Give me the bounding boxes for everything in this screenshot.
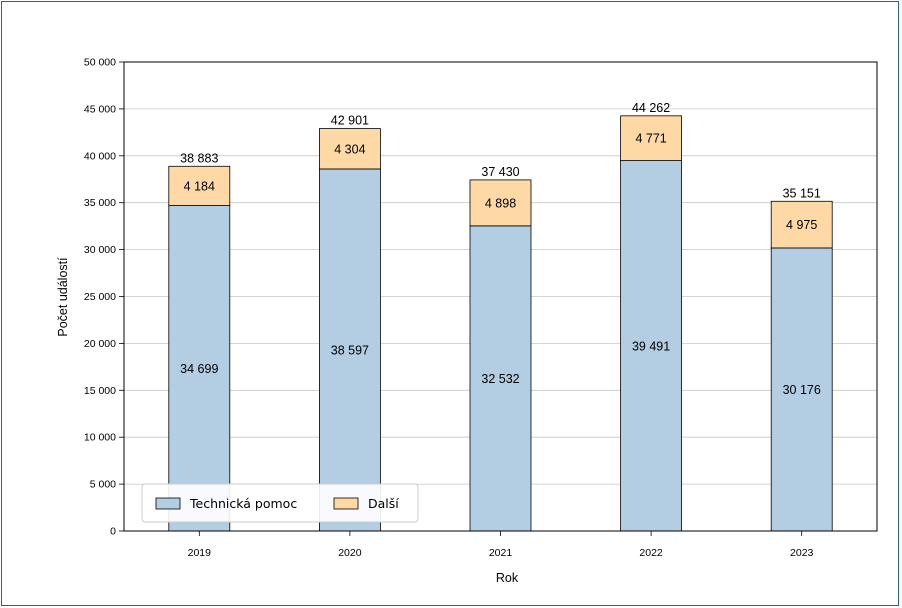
data-label-technicka-pomoc: 30 176 (783, 383, 821, 397)
data-label-technicka-pomoc: 32 532 (481, 372, 519, 386)
bar-dalsi (620, 115, 682, 161)
x-tick-label: 2021 (489, 547, 513, 559)
legend-swatch-dalsi (333, 497, 359, 510)
data-label-dalsi: 4 975 (786, 218, 817, 232)
data-label-technicka-pomoc: 38 597 (331, 343, 369, 357)
y-tick-label: 50 000 (84, 57, 116, 69)
legend-label-technicka-pomoc: Technická pomoc (189, 496, 297, 511)
y-tick-label: 10 000 (84, 432, 116, 444)
y-tick-label: 5 000 (90, 479, 116, 491)
legend-swatch-technicka-pomoc (155, 497, 181, 510)
x-tick-label: 2019 (188, 547, 212, 559)
data-label-dalsi: 4 898 (485, 196, 516, 210)
total-label: 44 262 (632, 101, 670, 115)
bar-dalsi (318, 128, 381, 170)
legend: Technická pomoc Další (141, 483, 419, 523)
x-tick-label: 2023 (790, 547, 814, 559)
total-label: 37 430 (481, 165, 519, 179)
y-axis-title: Počet událostí (56, 257, 70, 337)
bar-technicka-pomoc (620, 160, 682, 532)
bar-technicka-pomoc (770, 247, 833, 532)
bars: 34 699 4 184 38 883 38 597 4 304 42 901 32 532… (168, 101, 833, 532)
y-tick-label: 15 000 (84, 385, 116, 397)
x-tick-label: 2020 (338, 547, 362, 559)
y-tick-label: 20 000 (84, 338, 116, 350)
plot-area-border (123, 61, 878, 532)
data-label-technicka-pomoc: 39 491 (632, 339, 670, 353)
total-label: 38 883 (180, 151, 218, 165)
x-axis-title: Rok (496, 571, 519, 585)
x-tick-label: 2022 (639, 547, 663, 559)
y-tick-label: 35 000 (84, 197, 116, 209)
axes: 0 5 000 10 000 15 000 20 000 25 000 30 000 35 0… (84, 57, 878, 559)
legend-box (141, 483, 419, 523)
bar-dalsi (168, 165, 231, 206)
total-label: 42 901 (331, 114, 369, 128)
bar-technicka-pomoc (168, 205, 231, 532)
data-label-technicka-pomoc: 34 699 (180, 362, 218, 376)
data-label-dalsi: 4 304 (334, 142, 365, 156)
legend-label-dalsi: Další (368, 496, 399, 511)
data-label-dalsi: 4 184 (184, 179, 215, 193)
y-tick-label: 45 000 (84, 103, 116, 115)
bar-technicka-pomoc (469, 225, 532, 532)
y-tick-label: 25 000 (84, 291, 116, 303)
bar-dalsi (770, 200, 833, 249)
y-tick-label: 40 000 (84, 150, 116, 162)
total-label: 35 151 (783, 186, 821, 200)
y-tick-label: 0 (110, 526, 116, 538)
y-tick-label: 30 000 (84, 244, 116, 256)
bar-technicka-pomoc (318, 168, 381, 532)
data-label-dalsi: 4 771 (635, 132, 666, 146)
bar-dalsi (469, 179, 532, 227)
